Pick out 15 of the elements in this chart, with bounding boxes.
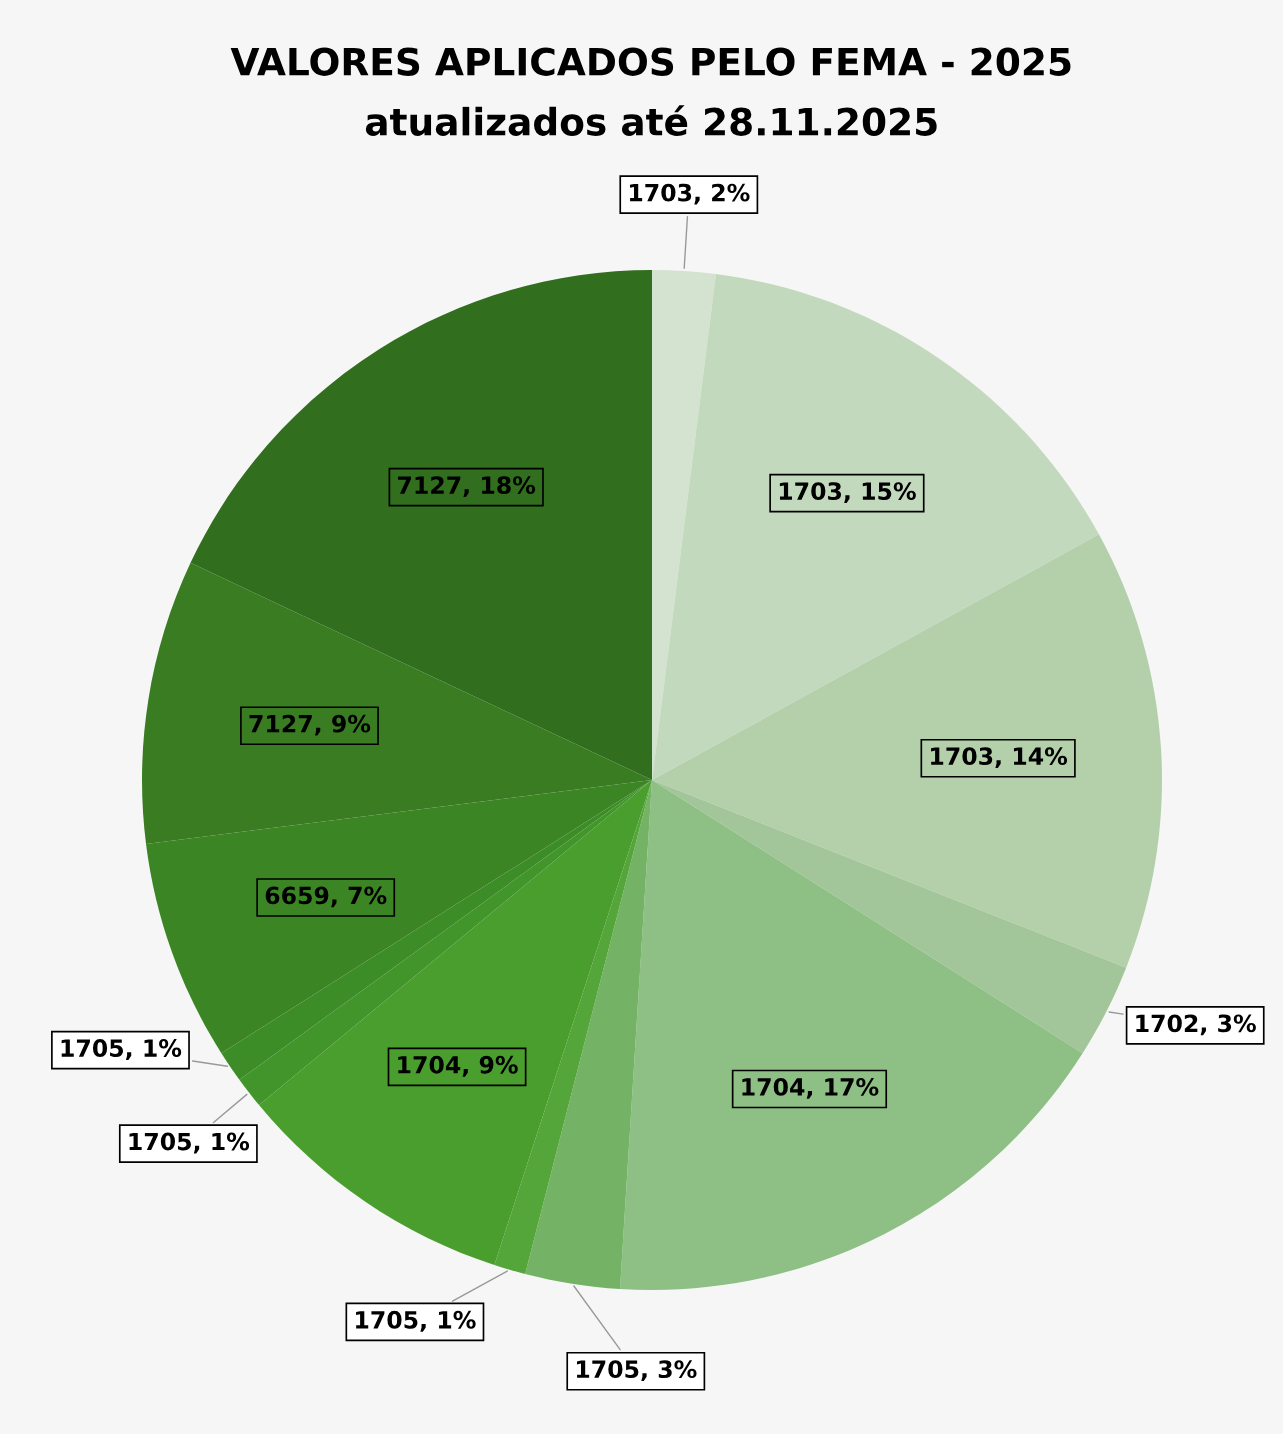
slice-label: 7127, 18% — [398, 476, 536, 498]
slice-label: 1705, 1% — [356, 1310, 476, 1332]
slice-label: 1705, 1% — [61, 1039, 182, 1060]
slice-label: 7127, 9% — [249, 714, 371, 736]
slice-label: 6659, 7% — [265, 886, 387, 908]
slice-label: 1704, 9% — [398, 1055, 518, 1077]
slice-label: 1703, 2% — [630, 183, 750, 205]
chart-title: VALORES APLICADOS PELO FEMA - 2025 — [230, 47, 1071, 76]
slice-label: 1705, 3% — [576, 1360, 697, 1382]
slice-label: 1704, 17% — [742, 1077, 879, 1099]
slice-label: 1702, 3% — [1136, 1014, 1256, 1036]
slice-label: 1703, 15% — [779, 482, 916, 504]
chart-subtitle: atualizados até 28.11.2025 — [365, 105, 937, 136]
slice-label: 1705, 1% — [129, 1132, 250, 1154]
slice-label: 1703, 14% — [931, 747, 1068, 769]
